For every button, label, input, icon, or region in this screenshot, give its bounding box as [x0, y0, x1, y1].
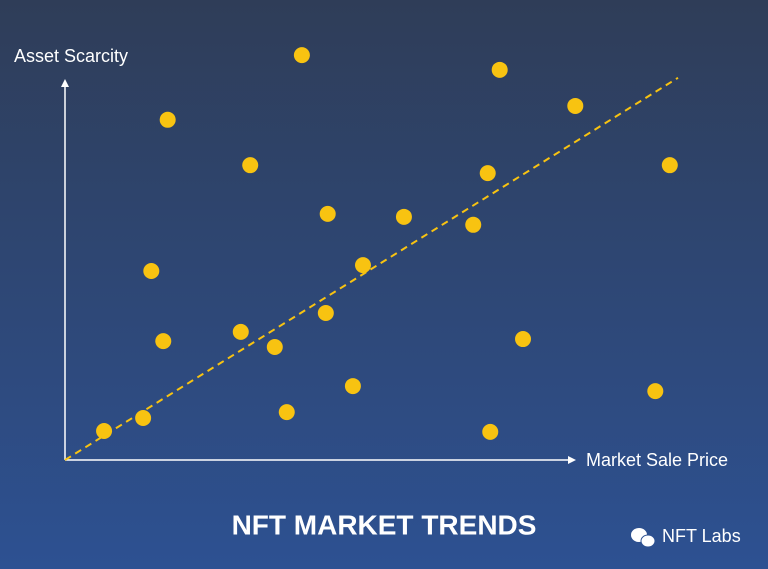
- point: [242, 157, 259, 174]
- chart-title: NFT MARKET TRENDS: [232, 509, 537, 540]
- x-axis-label: Market Sale Price: [586, 450, 728, 470]
- point: [465, 216, 482, 233]
- point: [354, 257, 371, 274]
- trend-line: [64, 76, 679, 461]
- point: [567, 97, 584, 114]
- point: [647, 383, 664, 400]
- point: [266, 339, 283, 356]
- point: [479, 165, 496, 182]
- point: [515, 331, 532, 348]
- point: [482, 423, 499, 440]
- point: [319, 205, 336, 222]
- point: [96, 423, 113, 440]
- point: [155, 333, 172, 350]
- point: [278, 404, 295, 421]
- point: [143, 263, 160, 279]
- point: [344, 378, 361, 395]
- point: [232, 323, 249, 340]
- watermark: NFT Labs: [662, 526, 741, 546]
- y-axis-label: Asset Scarcity: [14, 46, 128, 66]
- y-axis-arrow: [61, 79, 69, 87]
- x-axis-arrow: [568, 456, 576, 464]
- point: [395, 208, 412, 225]
- watermark-icon: [631, 528, 656, 548]
- point: [661, 157, 678, 174]
- point: [491, 61, 508, 78]
- point: [135, 410, 152, 426]
- point: [317, 305, 334, 321]
- point: [159, 111, 176, 128]
- point: [293, 47, 310, 64]
